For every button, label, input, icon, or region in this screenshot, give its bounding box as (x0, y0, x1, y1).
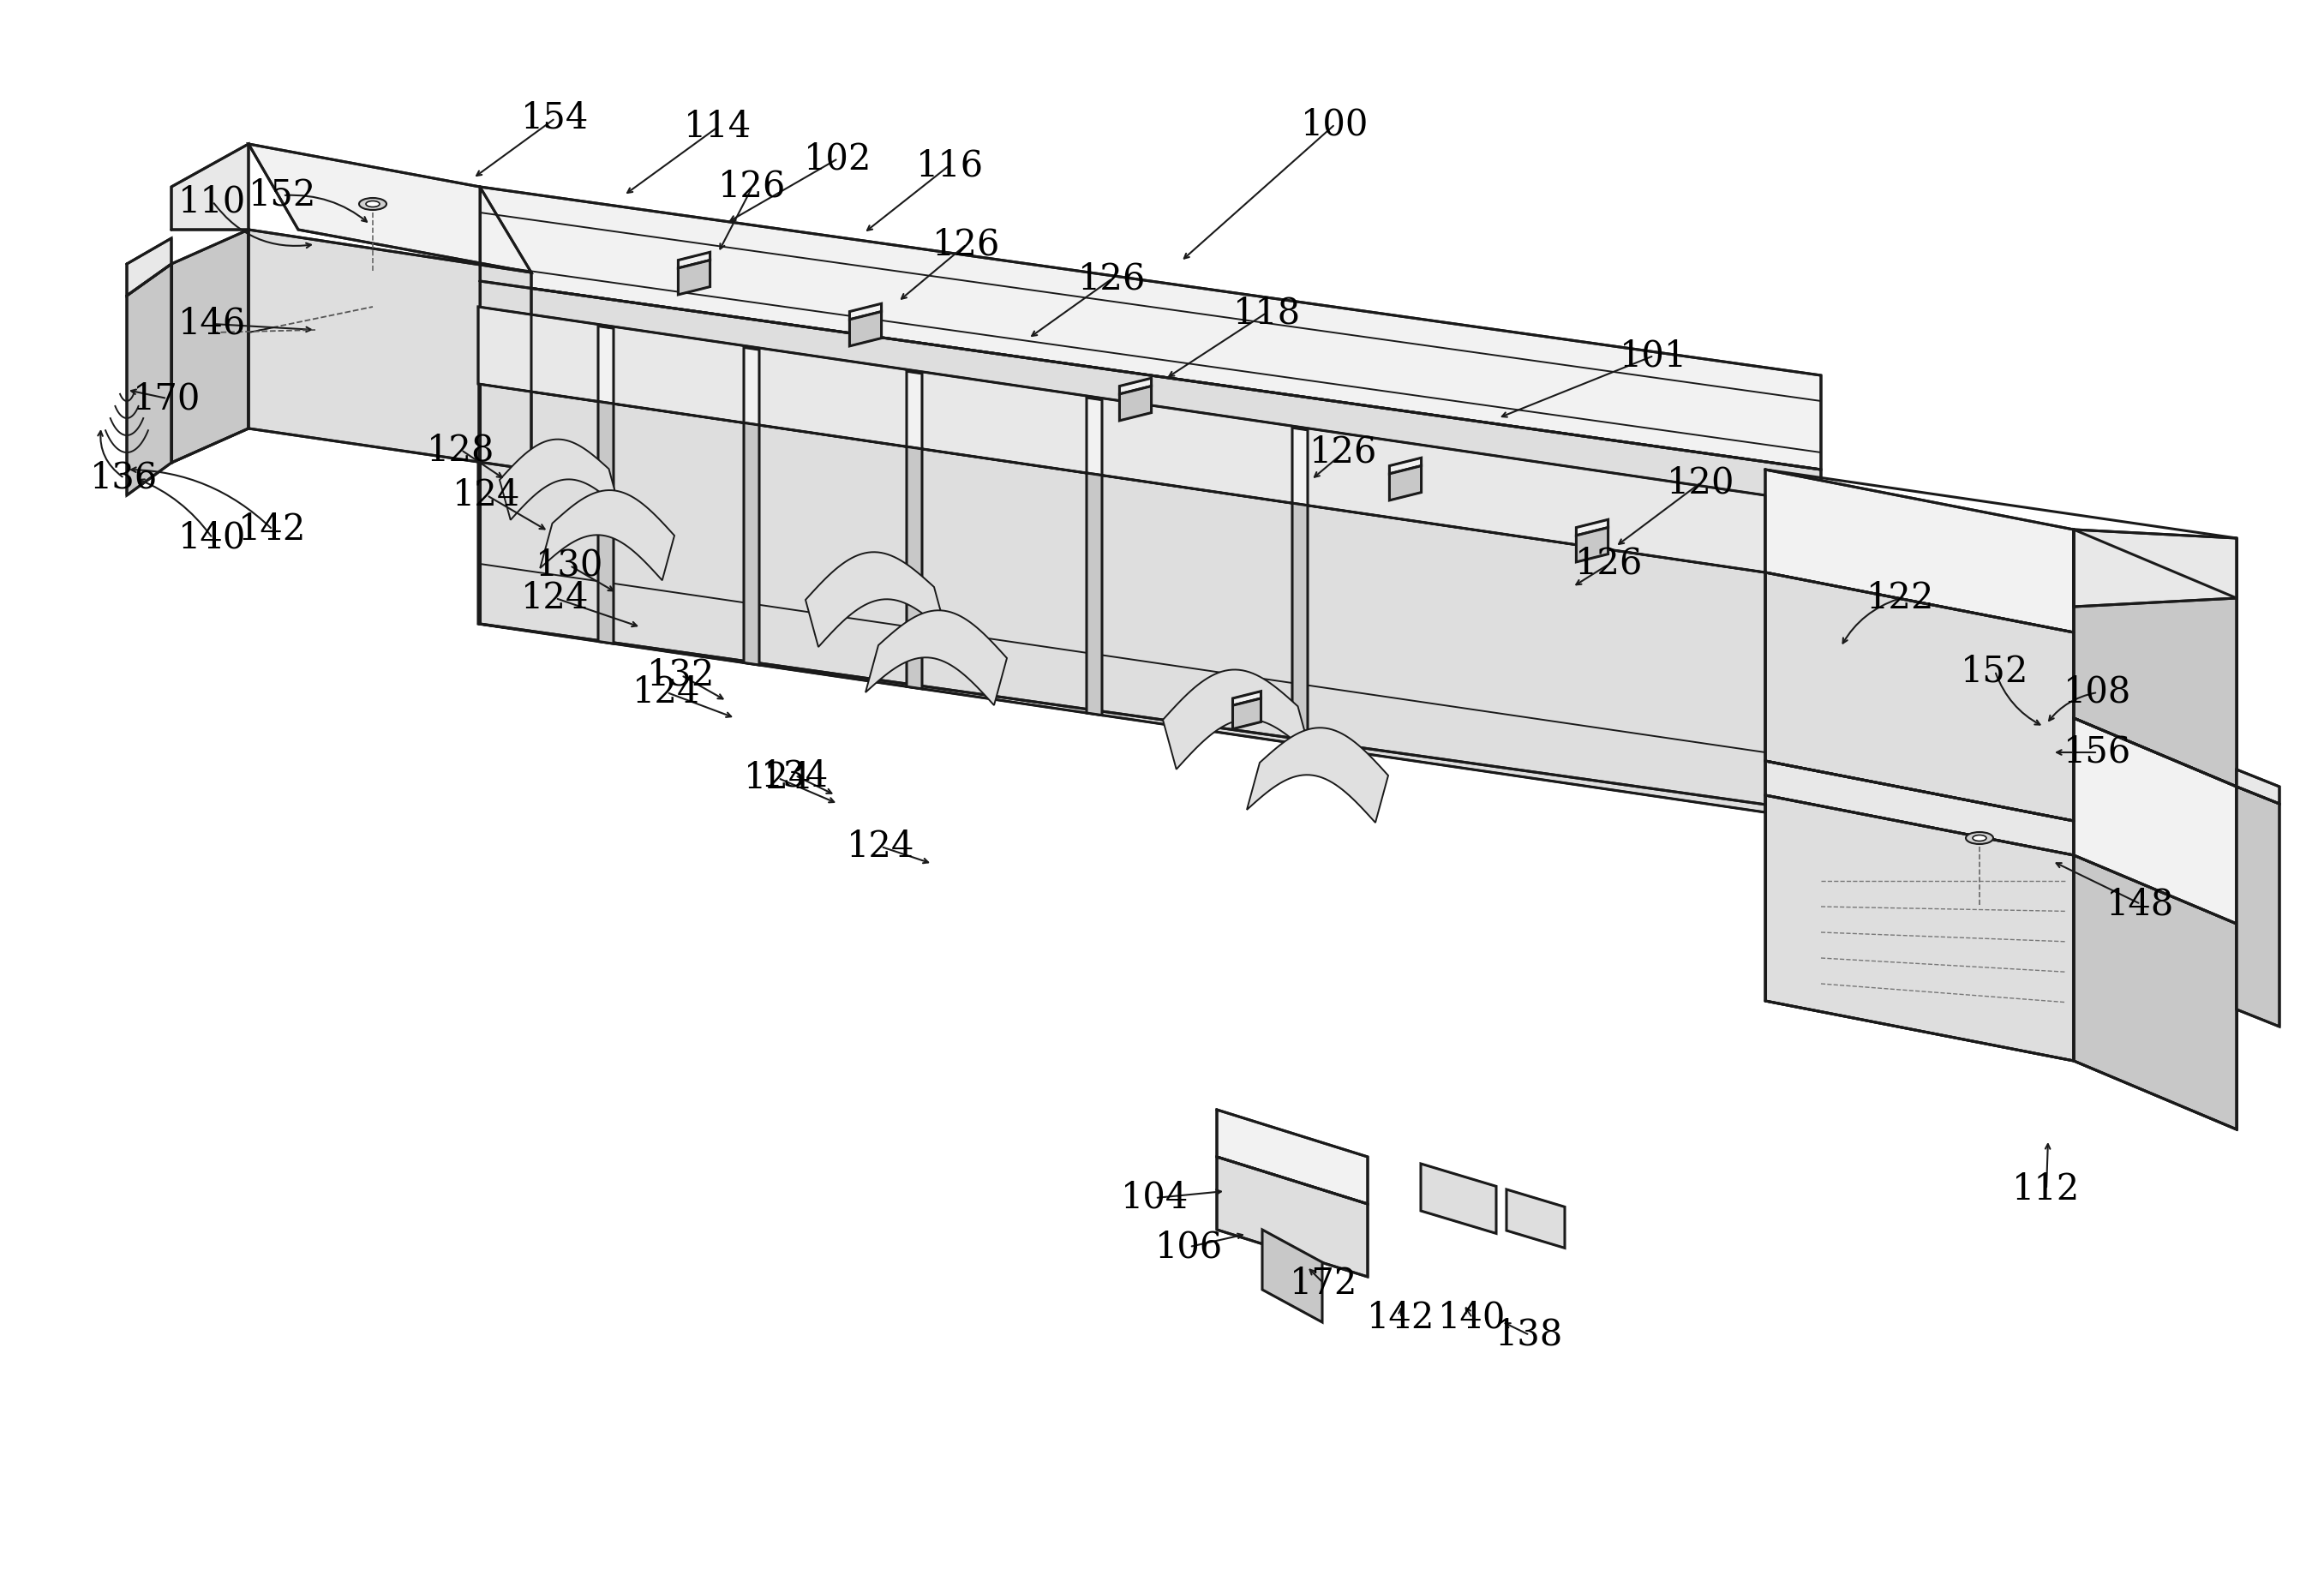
Text: 172: 172 (1290, 1266, 1357, 1301)
Polygon shape (2073, 717, 2236, 924)
Polygon shape (597, 325, 614, 403)
Polygon shape (128, 238, 172, 295)
Polygon shape (249, 144, 532, 273)
Text: 170: 170 (132, 381, 202, 416)
Polygon shape (1232, 692, 1262, 705)
Ellipse shape (1973, 835, 1987, 841)
Polygon shape (2073, 530, 2236, 787)
Text: 156: 156 (2064, 735, 2131, 770)
Text: 124: 124 (453, 478, 521, 513)
Polygon shape (1420, 1163, 1497, 1233)
Text: 126: 126 (1576, 546, 1643, 582)
Polygon shape (1232, 698, 1262, 728)
Text: 154: 154 (521, 100, 590, 136)
Polygon shape (865, 611, 1006, 705)
Polygon shape (1218, 1157, 1367, 1278)
Polygon shape (1088, 398, 1102, 475)
Text: 106: 106 (1155, 1228, 1222, 1265)
Text: 102: 102 (804, 141, 872, 176)
Text: 126: 126 (1311, 435, 1378, 470)
Polygon shape (172, 230, 249, 463)
Text: 138: 138 (1497, 1317, 1564, 1354)
Polygon shape (1766, 760, 2073, 855)
Polygon shape (1390, 467, 1422, 500)
Polygon shape (1766, 573, 2073, 820)
Polygon shape (1248, 728, 1387, 822)
Text: 122: 122 (1866, 581, 1936, 616)
Text: 110: 110 (179, 184, 246, 219)
Polygon shape (1766, 470, 2073, 632)
Polygon shape (679, 252, 711, 268)
Text: 152: 152 (249, 178, 316, 213)
Text: 128: 128 (428, 432, 495, 468)
Text: 132: 132 (646, 657, 716, 694)
Text: 126: 126 (1078, 260, 1146, 297)
Polygon shape (479, 306, 1766, 573)
Polygon shape (679, 260, 711, 295)
Text: 114: 114 (683, 110, 753, 144)
Polygon shape (1120, 386, 1150, 421)
Ellipse shape (1966, 832, 1994, 844)
Polygon shape (1120, 378, 1150, 394)
Polygon shape (2236, 770, 2280, 803)
Text: 120: 120 (1666, 465, 1736, 500)
Polygon shape (906, 371, 923, 449)
Text: 142: 142 (1367, 1300, 1436, 1336)
Polygon shape (479, 384, 1766, 813)
Polygon shape (906, 446, 923, 689)
Polygon shape (806, 552, 946, 647)
Text: 124: 124 (744, 760, 811, 797)
Text: 136: 136 (91, 460, 158, 497)
Text: 134: 134 (762, 757, 830, 794)
Polygon shape (744, 348, 760, 425)
Polygon shape (851, 311, 881, 346)
Polygon shape (1218, 1109, 1367, 1205)
Text: 152: 152 (1961, 652, 2029, 689)
Polygon shape (249, 230, 532, 470)
Text: 112: 112 (2013, 1171, 2080, 1208)
Text: 101: 101 (1620, 338, 1687, 373)
Polygon shape (1766, 795, 2073, 1060)
Polygon shape (479, 281, 1822, 813)
Polygon shape (744, 422, 760, 665)
Polygon shape (2073, 530, 2236, 606)
Text: 140: 140 (179, 521, 246, 555)
Polygon shape (128, 263, 172, 495)
Text: 124: 124 (632, 674, 702, 711)
Text: 104: 104 (1120, 1181, 1190, 1216)
Ellipse shape (358, 198, 386, 209)
Polygon shape (1292, 428, 1308, 505)
Text: 124: 124 (846, 828, 916, 865)
Polygon shape (1390, 457, 1422, 475)
Text: 146: 146 (179, 306, 246, 341)
Text: 118: 118 (1232, 295, 1301, 330)
Polygon shape (172, 144, 249, 230)
Text: 126: 126 (718, 168, 786, 205)
Polygon shape (1576, 519, 1608, 535)
Ellipse shape (365, 202, 379, 206)
Text: 126: 126 (932, 227, 1002, 262)
Polygon shape (1262, 1230, 1322, 1322)
Polygon shape (2073, 855, 2236, 1130)
Text: 130: 130 (537, 548, 604, 584)
Text: 100: 100 (1301, 106, 1369, 143)
Polygon shape (597, 402, 614, 644)
Text: 124: 124 (521, 581, 590, 616)
Polygon shape (1292, 503, 1308, 746)
Text: 148: 148 (2106, 886, 2175, 922)
Polygon shape (539, 490, 674, 581)
Polygon shape (1088, 473, 1102, 716)
Text: 116: 116 (916, 148, 983, 184)
Polygon shape (1162, 670, 1311, 770)
Polygon shape (479, 187, 1822, 470)
Polygon shape (1506, 1189, 1564, 1247)
Polygon shape (851, 303, 881, 319)
Text: 140: 140 (1439, 1300, 1506, 1336)
Text: 108: 108 (2064, 674, 2131, 711)
Polygon shape (2236, 787, 2280, 1027)
Text: 142: 142 (239, 511, 307, 548)
Polygon shape (500, 440, 621, 521)
Polygon shape (1576, 527, 1608, 562)
